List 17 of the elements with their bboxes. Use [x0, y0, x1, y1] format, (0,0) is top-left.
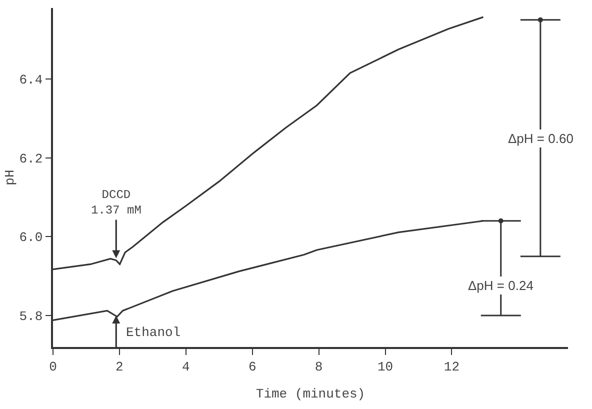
x-tick-label: 12: [444, 359, 460, 374]
x-tick-label: 6: [248, 359, 256, 374]
x-tick-label: 0: [49, 359, 57, 374]
x-tick-label: 8: [314, 359, 323, 374]
x-axis-title: Time (minutes): [256, 386, 366, 402]
y-axis-title: pH: [2, 170, 18, 186]
annotation: ΔpH = 0.60: [508, 131, 574, 146]
x-tick-label: 4: [182, 359, 190, 374]
annotation: ΔpH = 0.24: [468, 278, 534, 293]
annotation: DCCD 1.37 mM: [91, 188, 142, 218]
y-tick-label: 6.0: [19, 230, 43, 246]
x-tick-label: 2: [116, 359, 124, 374]
annotation: Ethanol: [126, 325, 181, 340]
y-tick-label: 6.4: [19, 72, 43, 88]
x-tick-label: 10: [377, 359, 394, 374]
y-tick-label: 5.8: [19, 309, 43, 324]
y-tick-label: 6.2: [19, 151, 43, 166]
